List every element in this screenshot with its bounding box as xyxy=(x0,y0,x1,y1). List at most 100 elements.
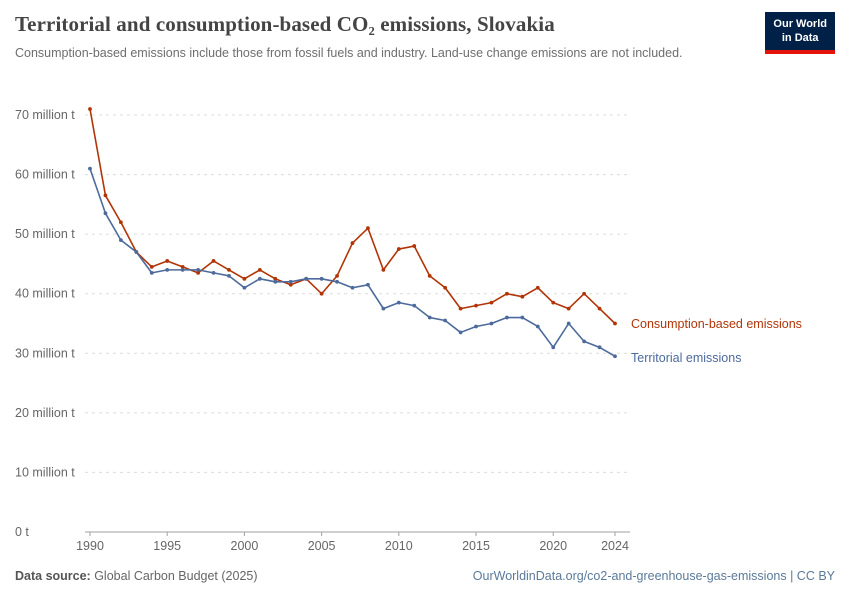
data-point[interactable] xyxy=(613,354,617,359)
data-point[interactable] xyxy=(458,330,463,335)
data-point[interactable] xyxy=(474,324,478,329)
data-point[interactable] xyxy=(582,339,587,344)
data-point[interactable] xyxy=(489,321,494,326)
data-point[interactable] xyxy=(149,265,154,269)
y-axis-label: 70 million t xyxy=(15,108,75,122)
data-point[interactable] xyxy=(319,291,324,296)
x-axis-label: 2020 xyxy=(539,539,567,553)
data-source-value: Global Carbon Budget (2025) xyxy=(90,569,258,583)
data-point[interactable] xyxy=(396,247,401,251)
data-point[interactable] xyxy=(597,345,602,350)
series-line-0[interactable] xyxy=(89,108,616,325)
data-point[interactable] xyxy=(381,267,386,272)
data-point[interactable] xyxy=(304,276,309,281)
data-point[interactable] xyxy=(427,315,432,320)
data-point[interactable] xyxy=(474,303,478,308)
data-point[interactable] xyxy=(412,244,417,248)
y-axis-label: 40 million t xyxy=(15,287,75,301)
data-point[interactable] xyxy=(396,300,401,305)
data-point[interactable] xyxy=(366,226,370,231)
data-point[interactable] xyxy=(273,279,278,284)
data-point[interactable] xyxy=(165,259,170,263)
data-point[interactable] xyxy=(551,300,556,305)
data-point[interactable] xyxy=(227,273,231,278)
data-point[interactable] xyxy=(242,276,247,281)
owid-logo-line2: in Data xyxy=(781,32,819,45)
data-point[interactable] xyxy=(288,282,293,287)
data-point[interactable] xyxy=(335,273,339,278)
chart-footer: Data source: Global Carbon Budget (2025)… xyxy=(15,569,835,583)
data-point[interactable] xyxy=(103,211,108,216)
x-axis-label: 2010 xyxy=(385,539,413,553)
data-point[interactable] xyxy=(149,270,154,275)
y-axis-label: 20 million t xyxy=(15,406,75,420)
data-point[interactable] xyxy=(597,306,602,311)
data-point[interactable] xyxy=(257,276,262,281)
data-point[interactable] xyxy=(242,285,247,290)
data-point[interactable] xyxy=(350,241,355,245)
data-point[interactable] xyxy=(551,345,556,350)
data-point[interactable] xyxy=(412,303,417,308)
data-point[interactable] xyxy=(443,318,448,323)
footer-link[interactable]: OurWorldinData.org/co2-and-greenhouse-ga… xyxy=(472,569,835,583)
series-line-1[interactable] xyxy=(89,167,616,358)
data-point[interactable] xyxy=(458,306,463,311)
chart-subtitle: Consumption-based emissions include thos… xyxy=(15,46,683,60)
data-point[interactable] xyxy=(288,279,293,284)
data-point[interactable] xyxy=(180,267,185,272)
data-point[interactable] xyxy=(88,107,92,111)
data-point[interactable] xyxy=(443,285,448,290)
data-point[interactable] xyxy=(613,321,617,326)
data-source-label: Data source: xyxy=(15,569,91,583)
x-axis-label: 2015 xyxy=(462,539,490,553)
data-point[interactable] xyxy=(520,315,525,320)
data-point[interactable] xyxy=(520,294,525,299)
data-point[interactable] xyxy=(427,273,432,278)
data-point[interactable] xyxy=(566,306,571,311)
data-point[interactable] xyxy=(505,291,509,296)
data-point[interactable] xyxy=(535,324,540,329)
data-point[interactable] xyxy=(535,285,540,290)
data-point[interactable] xyxy=(566,321,571,326)
data-point[interactable] xyxy=(196,267,200,272)
data-point[interactable] xyxy=(335,279,339,284)
data-point[interactable] xyxy=(165,267,170,272)
data-point[interactable] xyxy=(88,166,92,171)
data-point[interactable] xyxy=(211,270,216,275)
x-axis-label: 2024 xyxy=(601,539,629,553)
data-point[interactable] xyxy=(118,220,123,225)
data-point[interactable] xyxy=(118,238,123,243)
x-axis-label: 2000 xyxy=(231,539,259,553)
data-point[interactable] xyxy=(227,267,231,272)
chart-header: Territorial and consumption-based CO₂ em… xyxy=(15,12,835,62)
y-axis-label: 50 million t xyxy=(15,227,75,241)
y-axis-label: 10 million t xyxy=(15,465,75,479)
data-point[interactable] xyxy=(381,306,386,311)
y-axis-label: 60 million t xyxy=(15,168,75,182)
data-point[interactable] xyxy=(257,267,262,272)
x-axis-label: 1990 xyxy=(76,539,104,553)
data-point[interactable] xyxy=(134,250,139,254)
data-point[interactable] xyxy=(319,276,324,281)
page-title: Territorial and consumption-based CO₂ em… xyxy=(15,12,555,36)
series-label-territorial[interactable]: Territorial emissions xyxy=(631,351,742,365)
data-point[interactable] xyxy=(103,193,108,198)
data-point[interactable] xyxy=(273,276,278,281)
x-axis-label: 1995 xyxy=(153,539,181,553)
data-point[interactable] xyxy=(211,259,216,263)
data-point[interactable] xyxy=(366,282,370,287)
data-point[interactable] xyxy=(196,270,200,275)
x-axis-label: 2005 xyxy=(308,539,336,553)
data-point[interactable] xyxy=(180,265,185,269)
series-label-consumption[interactable]: Consumption-based emissions xyxy=(631,317,802,331)
data-point[interactable] xyxy=(489,300,494,305)
data-point[interactable] xyxy=(350,285,355,290)
owid-logo[interactable]: Our World in Data xyxy=(765,12,835,54)
y-axis-label: 0 t xyxy=(15,525,29,539)
data-point[interactable] xyxy=(505,315,509,320)
y-axis-label: 30 million t xyxy=(15,346,75,360)
data-source: Data source: Global Carbon Budget (2025) xyxy=(15,569,258,583)
data-point[interactable] xyxy=(582,291,587,296)
